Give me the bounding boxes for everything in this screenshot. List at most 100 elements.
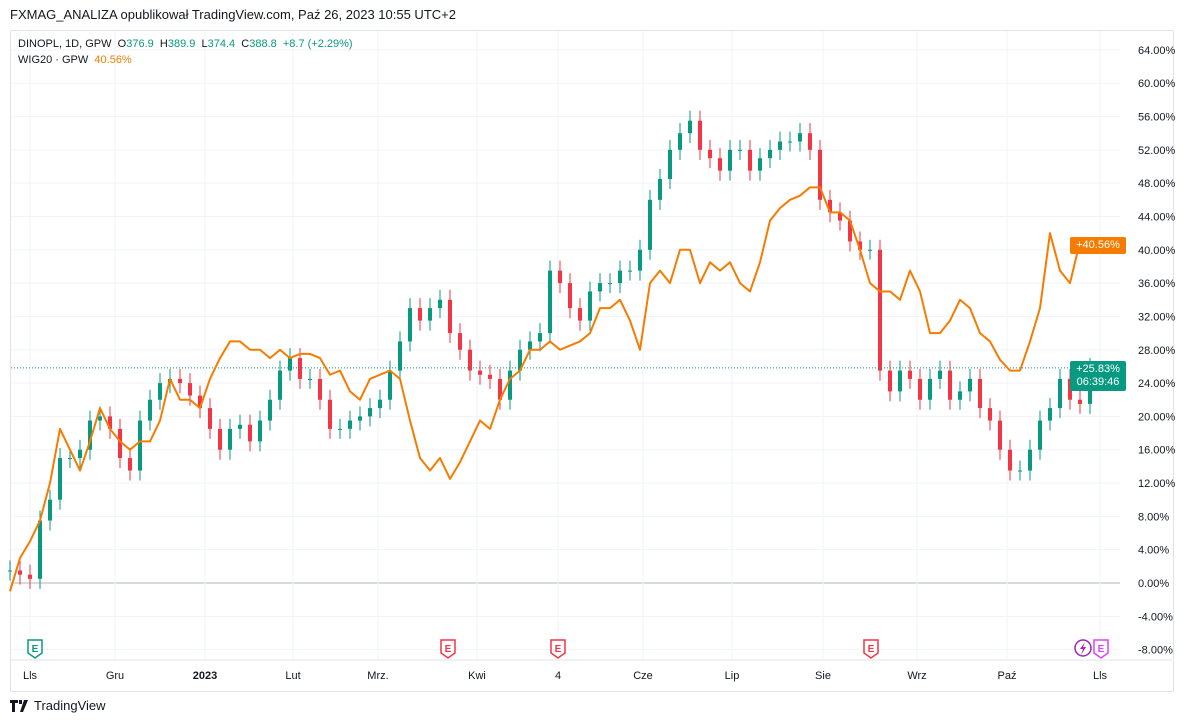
- candle-body: [668, 149, 672, 179]
- candle-body: [218, 428, 222, 450]
- candle-body: [508, 370, 512, 400]
- x-tick-label: Gru: [106, 670, 124, 682]
- earnings-event-icon: E: [550, 639, 566, 659]
- candle: [158, 373, 162, 410]
- candle-body: [248, 424, 252, 442]
- x-tick-label: Sie: [815, 670, 831, 682]
- candle-body: [188, 383, 192, 396]
- x-tick-label: Cze: [633, 670, 653, 682]
- candle-body: [608, 283, 612, 285]
- candle: [1018, 460, 1022, 481]
- x-tick-label: Wrz: [907, 670, 926, 682]
- candle-body: [948, 370, 952, 400]
- change-value: +8.7 (+2.29%): [282, 38, 353, 50]
- y-tick-label: 0.00%: [1138, 578, 1169, 590]
- candle: [568, 273, 572, 319]
- candle-body: [8, 570, 12, 572]
- x-tick-label: Lls: [23, 670, 38, 682]
- candle-body: [528, 341, 532, 350]
- candle-body: [78, 449, 82, 459]
- candle: [958, 381, 962, 410]
- candle-body: [958, 391, 962, 400]
- candle: [978, 368, 982, 419]
- event-badge: [550, 639, 566, 659]
- candle-body: [458, 333, 462, 350]
- candle-body: [928, 378, 932, 400]
- candle: [408, 298, 412, 352]
- candle-body: [758, 158, 762, 171]
- candle-body: [658, 178, 662, 200]
- candle-body: [38, 520, 42, 579]
- candle-body: [378, 399, 382, 409]
- candle-body: [558, 270, 562, 284]
- candle-body: [598, 283, 602, 292]
- candle: [498, 368, 502, 410]
- y-tick-label: 60.00%: [1138, 78, 1176, 90]
- x-tick-label: Lls: [1093, 670, 1108, 682]
- candle: [558, 260, 562, 294]
- event-badge: [863, 639, 879, 659]
- earnings-event-icon: E: [863, 639, 879, 659]
- candle: [128, 448, 132, 481]
- candle: [508, 360, 512, 410]
- candle-body: [318, 378, 322, 400]
- chart-frame[interactable]: [10, 30, 1174, 692]
- candle-body: [518, 349, 522, 371]
- tradingview-logo-icon: [10, 699, 28, 712]
- legend-main[interactable]: DINOPL, 1D, GPW O376.9 H389.9 L374.4 C38…: [18, 36, 353, 52]
- candle-body: [278, 370, 282, 400]
- candle: [698, 110, 702, 160]
- candle: [358, 406, 362, 431]
- candle-body: [408, 308, 412, 342]
- tradingview-brand: TradingView: [34, 698, 106, 713]
- close-value: 388.8: [249, 38, 277, 50]
- candle-body: [298, 358, 302, 379]
- y-tick-label: 32.00%: [1138, 311, 1176, 323]
- legend: DINOPL, 1D, GPW O376.9 H389.9 L374.4 C38…: [18, 36, 353, 68]
- candle-body: [728, 149, 732, 171]
- candle-body: [738, 149, 742, 151]
- candle-body: [288, 358, 292, 371]
- candle: [1048, 398, 1052, 431]
- candle-body: [128, 458, 132, 471]
- bar-countdown: 06:39:46: [1076, 376, 1120, 388]
- candle: [178, 368, 182, 394]
- event-badge: [27, 639, 43, 659]
- candle: [898, 360, 902, 402]
- candle: [428, 298, 432, 331]
- event-letter: E: [1098, 644, 1105, 655]
- event-letter: E: [555, 644, 562, 655]
- candle: [688, 110, 692, 144]
- dinopl-price-tag: +25.83% 06:39:46: [1070, 361, 1126, 391]
- candle: [288, 348, 292, 381]
- candle-body: [858, 241, 862, 250]
- candle-body: [588, 291, 592, 321]
- candle: [388, 360, 392, 410]
- wig20-line: [9, 186, 1091, 592]
- candle-body: [488, 374, 492, 379]
- y-tick-label: 48.00%: [1138, 178, 1176, 190]
- candle: [398, 331, 402, 381]
- candle-body: [698, 120, 702, 150]
- candle: [738, 139, 742, 160]
- close-label: C: [241, 38, 250, 50]
- candle: [658, 168, 662, 210]
- candle-body: [578, 308, 582, 321]
- candle-body: [178, 378, 182, 384]
- publisher-header: FXMAG_ANALIZA opublikował TradingView.co…: [10, 7, 456, 22]
- candle-body: [628, 270, 632, 272]
- candle-body: [568, 283, 572, 309]
- x-tick-label: 4: [555, 670, 561, 682]
- candle-body: [818, 149, 822, 200]
- candle: [538, 323, 542, 352]
- candle: [628, 260, 632, 281]
- y-tick-label: 36.00%: [1138, 278, 1176, 290]
- candle-body: [878, 249, 882, 371]
- legend-compare[interactable]: WIG20 · GPW 40.56%: [18, 52, 353, 68]
- compare-value: 40.56%: [94, 54, 132, 66]
- candle-body: [498, 378, 502, 400]
- y-tick-label: 28.00%: [1138, 345, 1176, 357]
- split-event-icon: [1074, 639, 1092, 657]
- candle-body: [258, 420, 262, 442]
